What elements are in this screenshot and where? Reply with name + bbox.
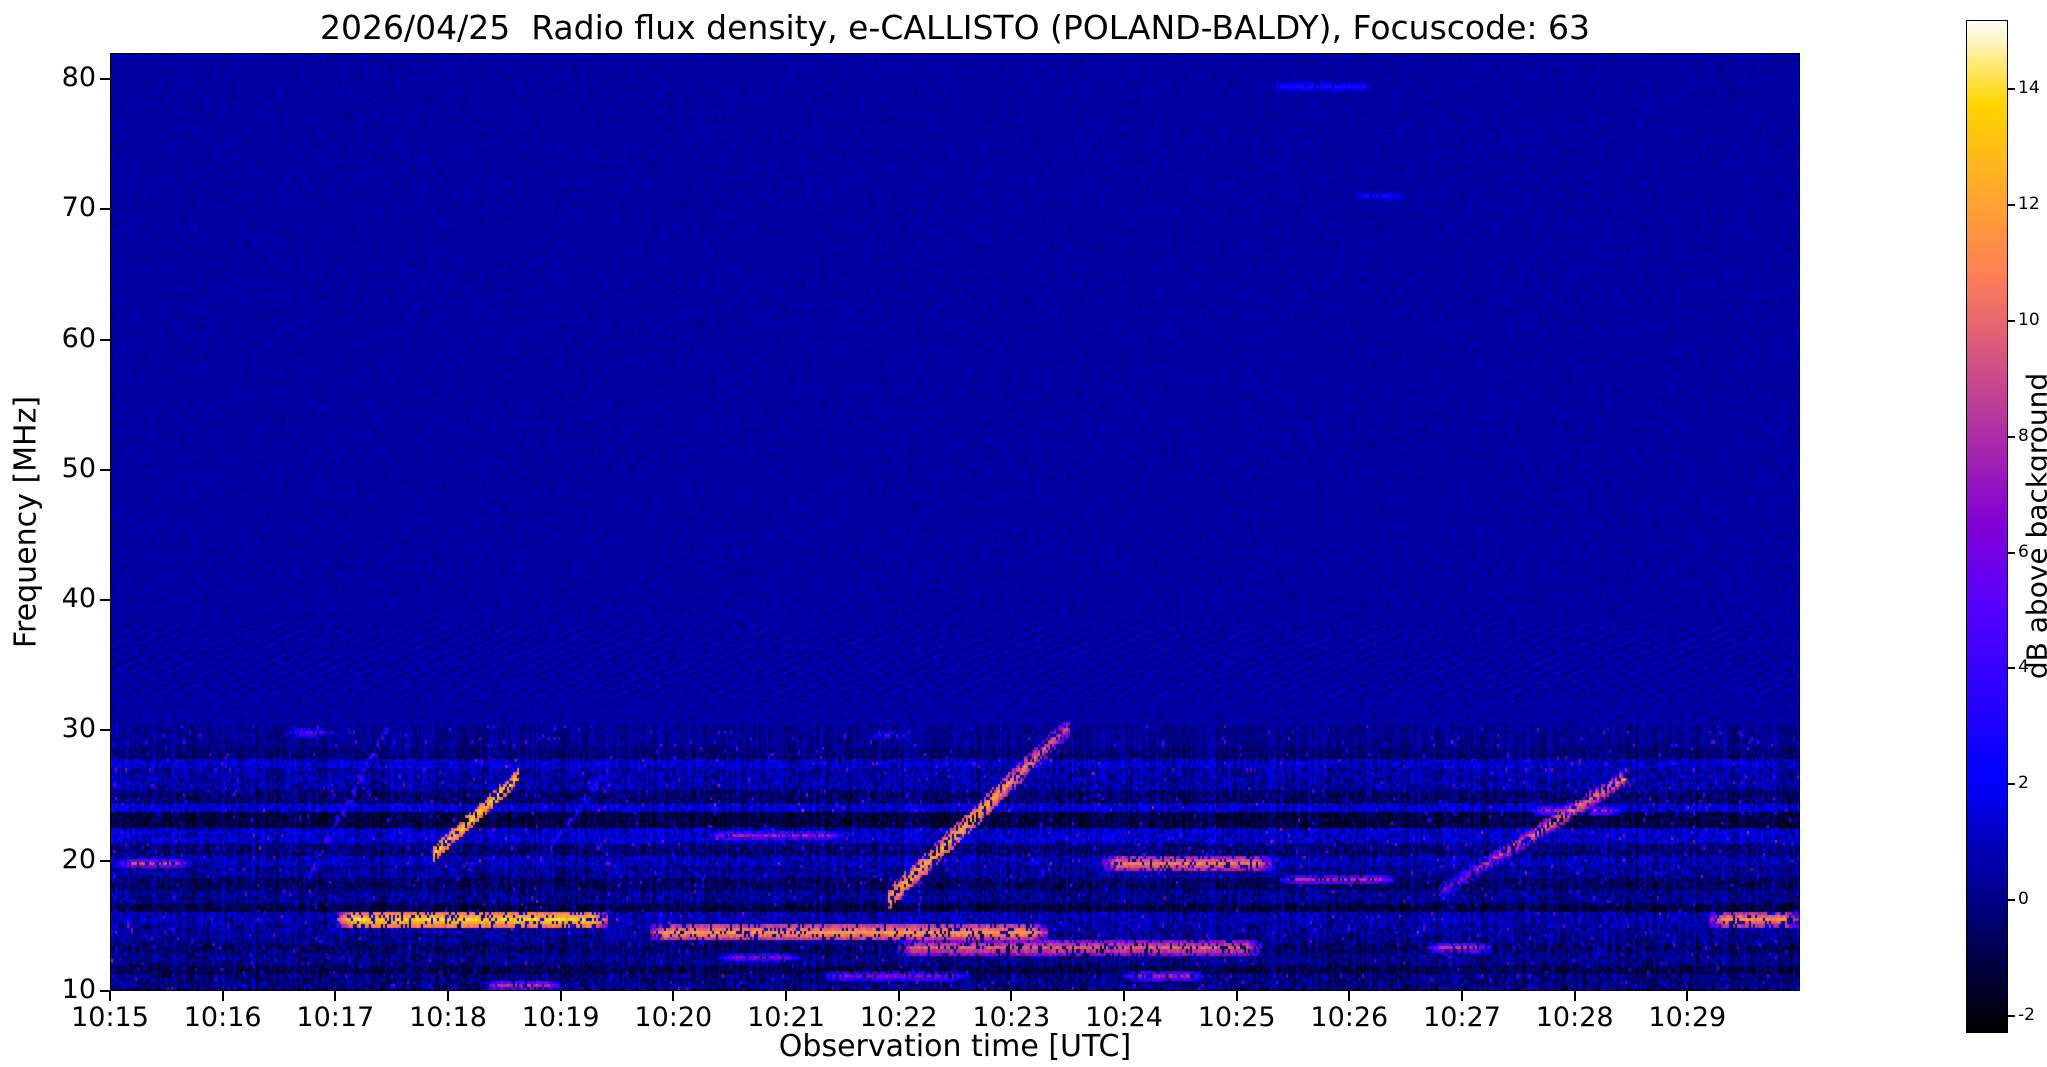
colorbar-label: dB above background bbox=[2020, 372, 2047, 680]
spectrogram-canvas bbox=[111, 54, 1799, 990]
colorbar-tick-mark bbox=[2008, 551, 2015, 554]
y-tick-mark bbox=[100, 859, 110, 862]
y-tick-label: 40 bbox=[61, 583, 96, 615]
x-tick-label: 10:26 bbox=[1310, 1002, 1389, 1033]
colorbar-canvas bbox=[1967, 21, 2007, 1032]
colorbar-tick-label: 4 bbox=[2018, 657, 2029, 678]
x-tick-mark bbox=[1235, 991, 1238, 1001]
x-tick-label: 10:24 bbox=[1085, 1002, 1163, 1033]
x-tick-label: 10:25 bbox=[1197, 1002, 1276, 1033]
x-tick-mark bbox=[559, 991, 562, 1001]
y-tick-mark bbox=[100, 208, 110, 211]
colorbar-tick-label: -2 bbox=[2018, 1004, 2035, 1025]
x-tick-label: 10:19 bbox=[521, 1002, 600, 1033]
y-tick-mark bbox=[100, 338, 110, 341]
x-tick-mark bbox=[447, 991, 449, 1001]
colorbar-tick-label: 8 bbox=[2018, 425, 2029, 446]
x-tick-mark bbox=[1573, 991, 1576, 1001]
x-axis-label: Observation time [UTC] bbox=[778, 1029, 1132, 1064]
x-tick-mark bbox=[672, 991, 675, 1001]
x-tick-label: 10:15 bbox=[71, 1002, 149, 1033]
x-tick-mark bbox=[785, 991, 787, 1001]
chart-title: 2026/04/25 Radio flux density, e-CALLIST… bbox=[320, 8, 1590, 47]
colorbar-tick-mark bbox=[2008, 783, 2015, 786]
y-tick-mark bbox=[100, 78, 110, 81]
x-tick-mark bbox=[1686, 991, 1689, 1001]
colorbar-tick-label: 2 bbox=[2018, 773, 2029, 794]
x-tick-label: 10:21 bbox=[747, 1002, 825, 1033]
y-tick-mark bbox=[100, 468, 110, 471]
x-tick-label: 10:29 bbox=[1648, 1002, 1727, 1033]
x-tick-label: 10:28 bbox=[1535, 1002, 1614, 1033]
y-tick-mark bbox=[100, 729, 110, 732]
x-tick-mark bbox=[897, 991, 900, 1001]
y-tick-label: 60 bbox=[61, 322, 96, 354]
x-tick-label: 10:17 bbox=[296, 1002, 375, 1033]
y-tick-label: 10 bbox=[61, 974, 96, 1005]
colorbar-tick-mark bbox=[2008, 1014, 2015, 1017]
x-tick-label: 10:16 bbox=[183, 1002, 262, 1033]
x-tick-label: 10:27 bbox=[1423, 1002, 1501, 1033]
colorbar-tick-mark bbox=[2008, 667, 2015, 670]
colorbar-tick-mark bbox=[2008, 204, 2015, 207]
x-tick-mark bbox=[1348, 991, 1351, 1001]
colorbar-tick-label: 6 bbox=[2018, 541, 2029, 562]
y-tick-mark bbox=[100, 990, 110, 992]
colorbar-tick-mark bbox=[2008, 435, 2015, 438]
x-tick-label: 10:18 bbox=[409, 1002, 487, 1033]
colorbar-tick-mark bbox=[2008, 88, 2015, 91]
x-tick-mark bbox=[109, 991, 111, 1001]
x-tick-label: 10:22 bbox=[859, 1002, 938, 1033]
y-tick-mark bbox=[100, 599, 110, 602]
colorbar-tick-mark bbox=[2008, 898, 2015, 901]
y-tick-label: 80 bbox=[61, 62, 96, 94]
y-tick-label: 20 bbox=[61, 843, 96, 875]
colorbar-tick-label: 14 bbox=[2018, 78, 2040, 99]
colorbar-tick-label: 0 bbox=[2018, 888, 2029, 909]
colorbar-tick-mark bbox=[2008, 320, 2015, 322]
x-tick-label: 10:23 bbox=[972, 1002, 1051, 1033]
x-tick-label: 10:20 bbox=[634, 1002, 713, 1033]
x-tick-mark bbox=[334, 991, 337, 1001]
colorbar-tick-label: 10 bbox=[2018, 310, 2040, 330]
x-tick-mark bbox=[1461, 991, 1463, 1001]
colorbar-tick-label: 12 bbox=[2018, 194, 2040, 215]
x-tick-mark bbox=[1123, 991, 1125, 1001]
x-tick-mark bbox=[221, 991, 224, 1001]
x-tick-mark bbox=[1010, 991, 1013, 1001]
plot-area bbox=[110, 53, 1800, 991]
y-tick-label: 50 bbox=[61, 452, 96, 484]
y-tick-label: 70 bbox=[61, 192, 96, 224]
colorbar bbox=[1966, 20, 2008, 1033]
y-tick-label: 30 bbox=[61, 713, 96, 745]
